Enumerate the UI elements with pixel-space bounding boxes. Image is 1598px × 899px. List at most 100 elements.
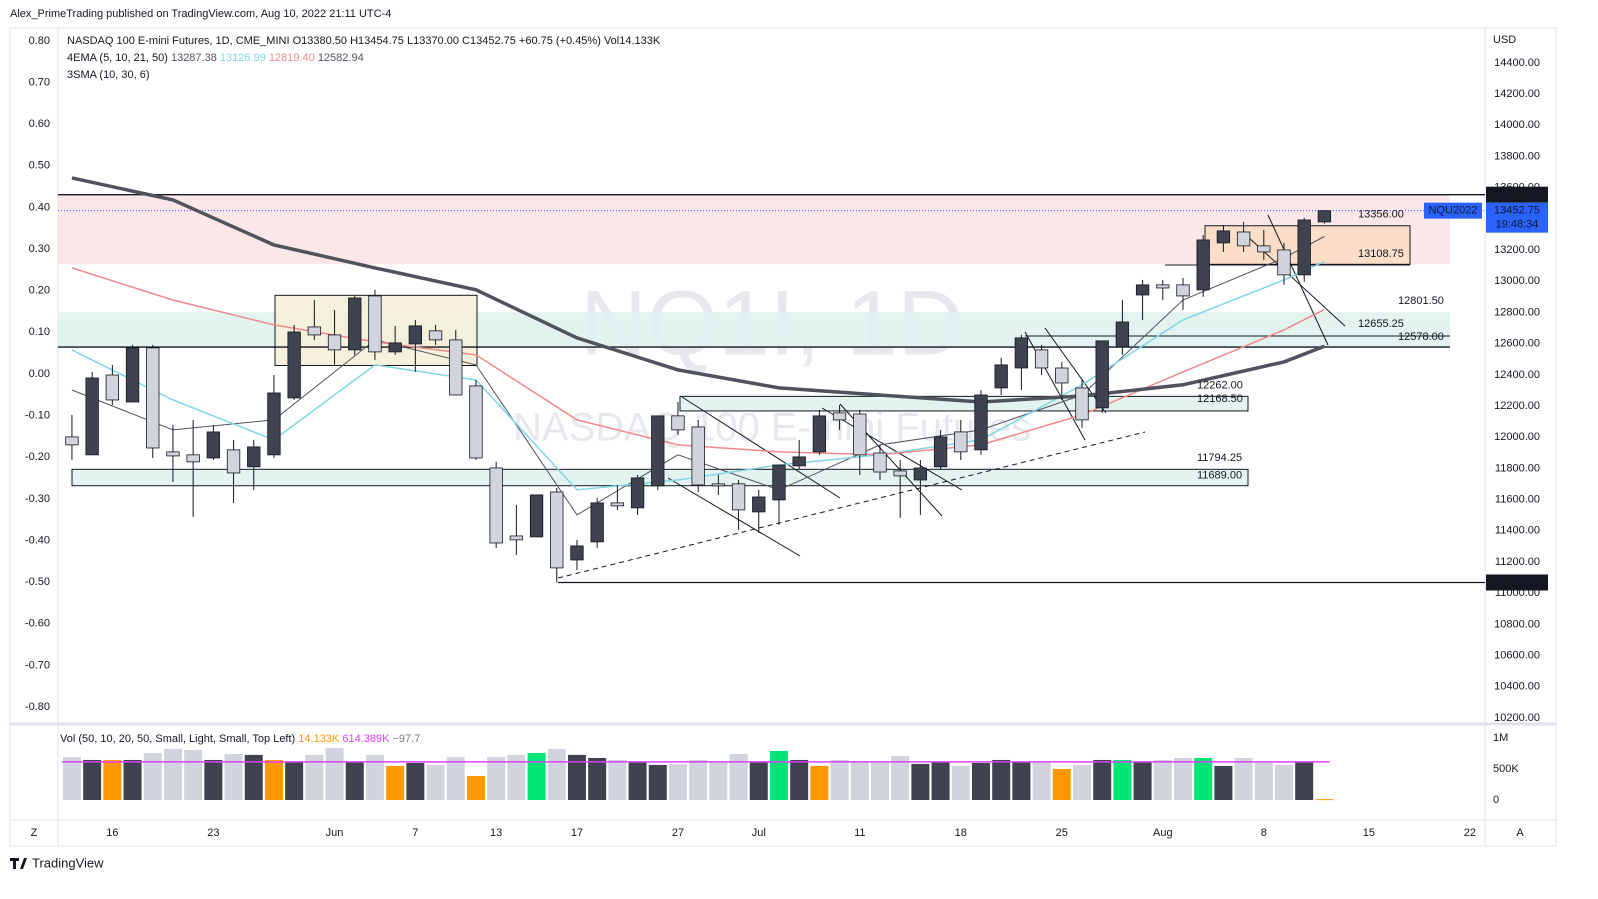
- candle-body: [913, 467, 928, 481]
- level-label: 12578.00: [1398, 331, 1444, 343]
- candle-body: [1257, 245, 1271, 253]
- candle-body: [1135, 284, 1150, 296]
- left-tick-label: -0.60: [25, 618, 50, 630]
- volume-bar: [264, 759, 283, 800]
- candle-body: [1277, 249, 1291, 276]
- candle-body: [1176, 284, 1190, 297]
- candle-body: [853, 413, 867, 456]
- volume-bar: [1032, 761, 1051, 800]
- x-tick-label: 18: [955, 827, 967, 839]
- y-tick-label: 14200.00: [1494, 88, 1540, 100]
- candle-body: [125, 347, 140, 403]
- candle-body: [1115, 321, 1130, 348]
- left-tick-label: 0.50: [29, 160, 50, 172]
- sma-legend: 3SMA (10, 30, 6): [67, 69, 150, 81]
- x-tick-label: 7: [412, 827, 418, 839]
- volume-legend: Vol (50, 10, 20, 50, Small, Light, Small…: [60, 733, 420, 745]
- volume-bar: [1113, 759, 1132, 800]
- left-tick-label: 0.20: [29, 285, 50, 297]
- left-tick-label: 0.80: [29, 35, 50, 47]
- zone: [58, 312, 1450, 348]
- candle-body: [812, 415, 827, 453]
- candle-body: [287, 331, 301, 399]
- y-tick-label: 14000.00: [1494, 119, 1540, 131]
- candle-body: [85, 377, 99, 456]
- legend-symbol: NASDAQ 100 E-mini Futures, 1D, CME_MINI: [67, 35, 290, 47]
- candle-body: [570, 545, 584, 561]
- candle-body: [772, 464, 786, 501]
- candle-body: [610, 502, 625, 507]
- auto-scale-button[interactable]: A: [1516, 827, 1524, 839]
- candle-body: [469, 385, 483, 459]
- volume-bar: [446, 756, 465, 800]
- candle-body: [449, 339, 463, 396]
- y-tick-label: 12200.00: [1494, 400, 1540, 412]
- legend-line: NASDAQ 100 E-mini Futures, 1D, CME_MINI …: [67, 35, 661, 47]
- volume-bar: [951, 765, 970, 800]
- x-tick-label: Jun: [326, 827, 344, 839]
- volume-bar: [668, 763, 687, 800]
- volume-bar: [487, 756, 506, 800]
- volume-bar: [365, 754, 384, 800]
- volume-tick-label: 0: [1493, 794, 1499, 806]
- y-tick-label: 13800.00: [1494, 150, 1540, 162]
- left-tick-label: -0.40: [25, 534, 50, 546]
- candle-body: [307, 326, 322, 336]
- y-tick-label: 10400.00: [1494, 681, 1540, 693]
- candle-body: [651, 415, 665, 487]
- trend-line: [821, 407, 963, 491]
- volume-bar: [971, 762, 990, 800]
- left-tick-label: 0.70: [29, 76, 50, 88]
- volume-title: Vol (50, 10, 20, 50, Small, Light, Small…: [60, 733, 295, 745]
- publisher-line: Alex_PrimeTrading published on TradingVi…: [10, 8, 391, 20]
- candle-body: [832, 412, 847, 421]
- volume-bar: [426, 764, 445, 800]
- last-price-badge: [1486, 202, 1548, 233]
- candle-body: [1055, 367, 1069, 384]
- plot: [65, 176, 1332, 583]
- legend-open: O13380.50: [293, 35, 347, 47]
- volume-bar: [527, 752, 546, 800]
- candle-body: [247, 446, 261, 468]
- candle-body: [368, 295, 382, 353]
- zoom-button[interactable]: Z: [31, 827, 38, 839]
- candle-body: [630, 477, 645, 509]
- volume-osc: −97.7: [393, 733, 421, 745]
- volume-bar: [1133, 761, 1152, 800]
- y-tick-label: 10800.00: [1494, 618, 1540, 630]
- candle-body: [1075, 387, 1089, 421]
- x-tick-label: 22: [1464, 827, 1476, 839]
- x-tick-label: 11: [854, 827, 865, 839]
- trend-drawings: [557, 214, 1450, 579]
- currency: USD: [1493, 34, 1516, 46]
- x-tick-label: 17: [571, 827, 583, 839]
- x-tick-label: 13: [490, 827, 502, 839]
- x-tick-label: 8: [1261, 827, 1267, 839]
- level-label: 12262.00: [1197, 379, 1243, 391]
- legend-high: H13454.75: [350, 35, 404, 47]
- price-badge-label: 11068.50: [1494, 576, 1539, 588]
- brand: TradingView: [32, 855, 104, 870]
- candle-body: [792, 456, 806, 467]
- y-tick-label: 12400.00: [1494, 369, 1540, 381]
- volume-bar: [1315, 799, 1334, 801]
- y-tick-label: 11400.00: [1495, 525, 1540, 537]
- volume-bar: [850, 761, 869, 800]
- price-badge: [1486, 186, 1548, 203]
- candle-body: [590, 502, 604, 543]
- symbol-badge-label: NQU2022: [1429, 205, 1478, 217]
- x-tick-label: 27: [672, 827, 684, 839]
- volume-bar: [891, 755, 910, 800]
- candle-body: [893, 470, 907, 477]
- volume-ma-value: 614.389K: [342, 733, 390, 745]
- ema-title: 4EMA (5, 10, 21, 50): [67, 52, 168, 64]
- volume-bar: [386, 765, 405, 800]
- candle-body: [267, 392, 281, 456]
- candle-body: [146, 347, 160, 449]
- volume-bar: [547, 748, 566, 800]
- y-tick-label: 13200.00: [1494, 244, 1540, 256]
- candle-body: [1156, 284, 1170, 289]
- candle-body: [1014, 337, 1029, 369]
- candle-body: [509, 535, 524, 541]
- price-badge-label: 13555.25: [1494, 189, 1540, 201]
